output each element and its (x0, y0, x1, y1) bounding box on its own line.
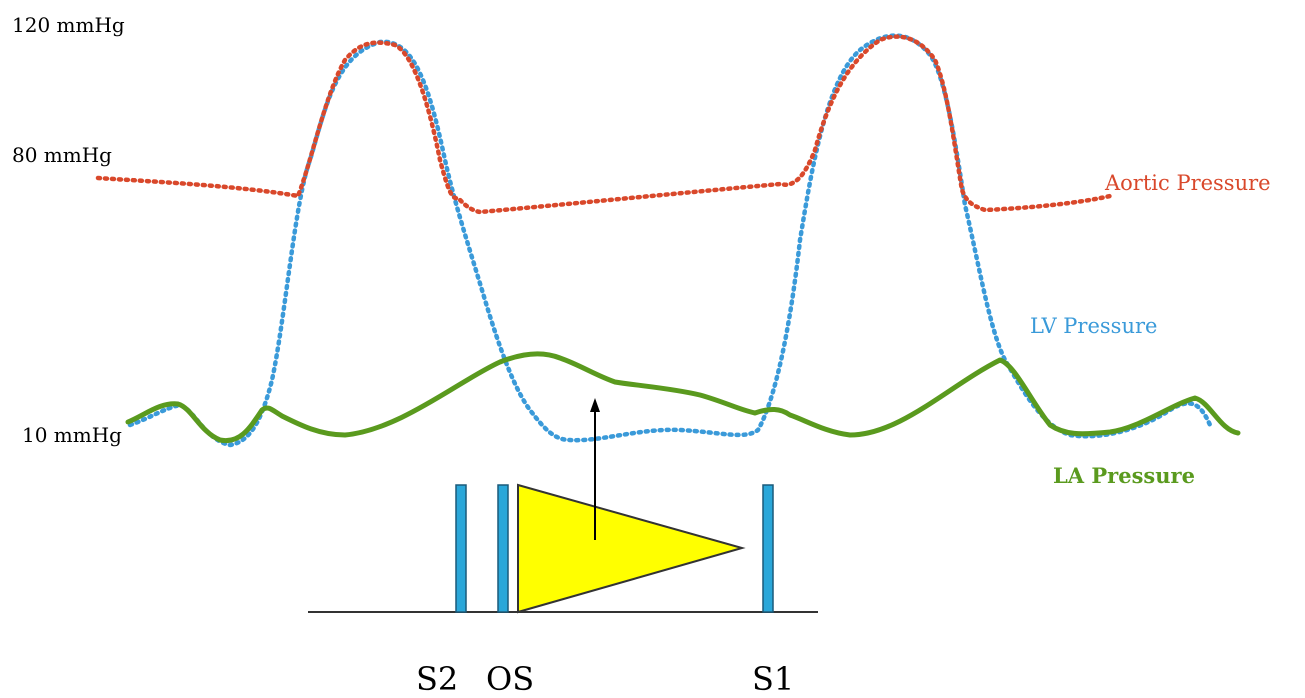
os-sound-bar (497, 484, 509, 613)
s2-sound-bar (455, 484, 467, 613)
arrow-head-icon (590, 398, 600, 412)
y-label-120: 120 mmHg (12, 13, 125, 37)
diastolic-murmur-shape (517, 483, 746, 614)
la-pressure-curve (125, 351, 1241, 444)
lv-pressure-curve (127, 33, 1213, 448)
y-label-80: 80 mmHg (12, 143, 112, 167)
lv-pressure-label: LV Pressure (1030, 314, 1157, 338)
s1-sound-bar (762, 484, 774, 613)
aortic-pressure-label: Aortic Pressure (1104, 171, 1271, 195)
aortic-pressure-curve (95, 34, 1113, 215)
s1-label: S1 (752, 660, 794, 698)
la-pressure-label: LA Pressure (1053, 463, 1195, 488)
os-label: OS (486, 660, 534, 698)
s2-label: S2 (416, 660, 458, 698)
y-label-10: 10 mmHg (22, 423, 122, 447)
